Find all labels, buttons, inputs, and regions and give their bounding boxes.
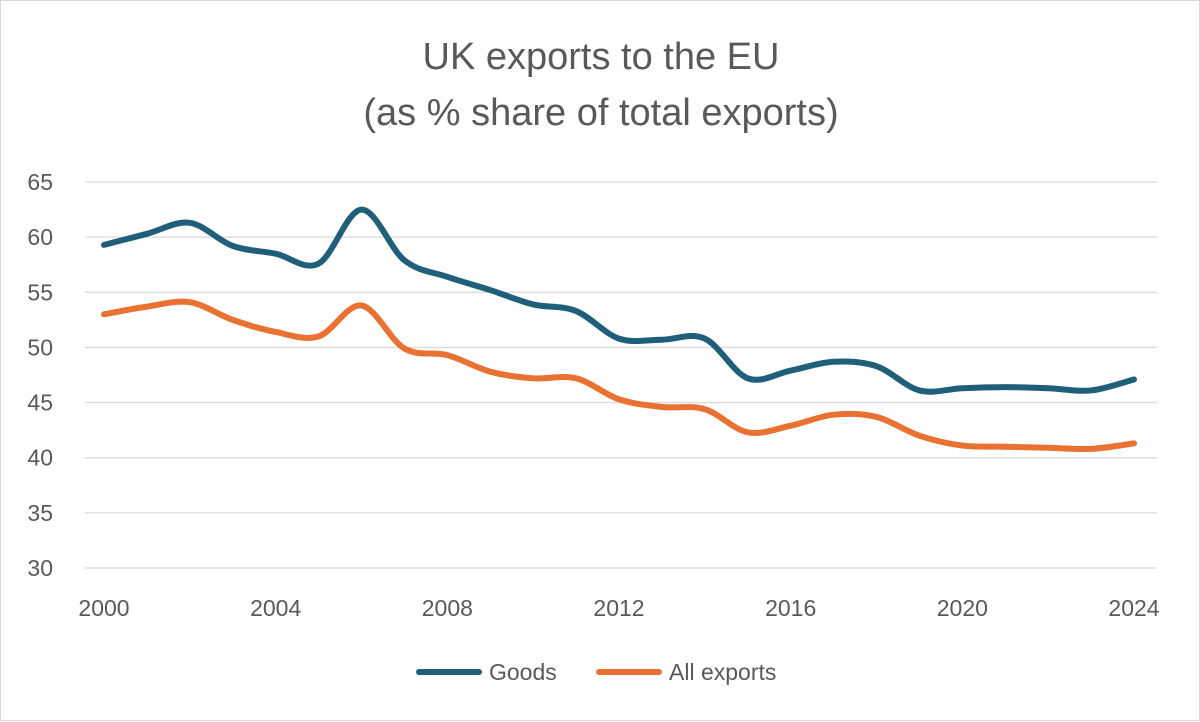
y-axis-ticks: 30 35 40 45 50 55 60 65 bbox=[27, 169, 53, 581]
series-line-goods bbox=[101, 206, 1137, 395]
x-tick-label: 2012 bbox=[593, 595, 644, 621]
x-tick-label: 2020 bbox=[937, 595, 988, 621]
y-tick-label: 60 bbox=[27, 224, 53, 250]
y-tick-label: 55 bbox=[27, 279, 53, 305]
y-tick-label: 30 bbox=[27, 555, 53, 581]
x-tick-label: 2008 bbox=[422, 595, 473, 621]
y-tick-label: 45 bbox=[27, 390, 53, 416]
y-tick-label: 65 bbox=[27, 169, 53, 195]
legend-label-goods: Goods bbox=[489, 659, 557, 685]
chart-subtitle: (as % share of total exports) bbox=[363, 92, 838, 134]
x-axis-ticks: 2000 2004 2008 2012 2016 2020 2024 bbox=[78, 595, 1159, 621]
y-tick-label: 35 bbox=[27, 500, 53, 526]
gridlines bbox=[85, 181, 1157, 569]
y-tick-label: 40 bbox=[27, 445, 53, 471]
x-tick-label: 2016 bbox=[765, 595, 816, 621]
chart-title: UK exports to the EU bbox=[423, 36, 780, 78]
y-tick-label: 50 bbox=[27, 334, 53, 360]
legend: Goods All exports bbox=[416, 659, 776, 685]
x-tick-label: 2000 bbox=[78, 595, 129, 621]
series-lines bbox=[101, 206, 1137, 453]
x-tick-label: 2004 bbox=[250, 595, 301, 621]
series-line-all-exports bbox=[101, 298, 1137, 453]
legend-label-all-exports: All exports bbox=[669, 659, 776, 685]
x-tick-label: 2024 bbox=[1108, 595, 1159, 621]
